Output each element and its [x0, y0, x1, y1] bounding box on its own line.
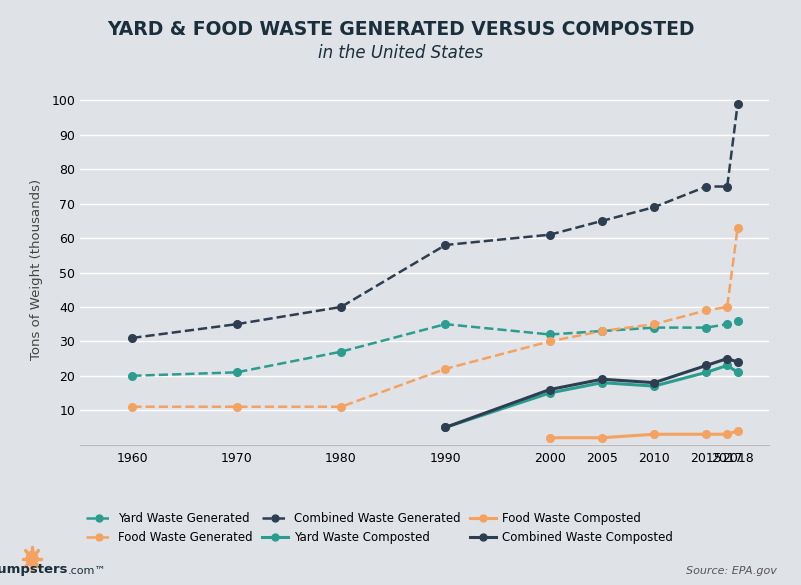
Text: Dumpsters: Dumpsters: [0, 563, 68, 576]
Text: in the United States: in the United States: [318, 44, 483, 62]
Text: .com™: .com™: [68, 566, 107, 576]
Text: Source: EPA.gov: Source: EPA.gov: [686, 566, 777, 576]
Legend: Yard Waste Generated, Food Waste Generated, Combined Waste Generated, Yard Waste: Yard Waste Generated, Food Waste Generat…: [86, 512, 673, 544]
Text: YARD & FOOD WASTE GENERATED VERSUS COMPOSTED: YARD & FOOD WASTE GENERATED VERSUS COMPO…: [107, 20, 694, 39]
Circle shape: [26, 551, 38, 566]
Y-axis label: Tons of Weight (thousands): Tons of Weight (thousands): [30, 178, 43, 360]
